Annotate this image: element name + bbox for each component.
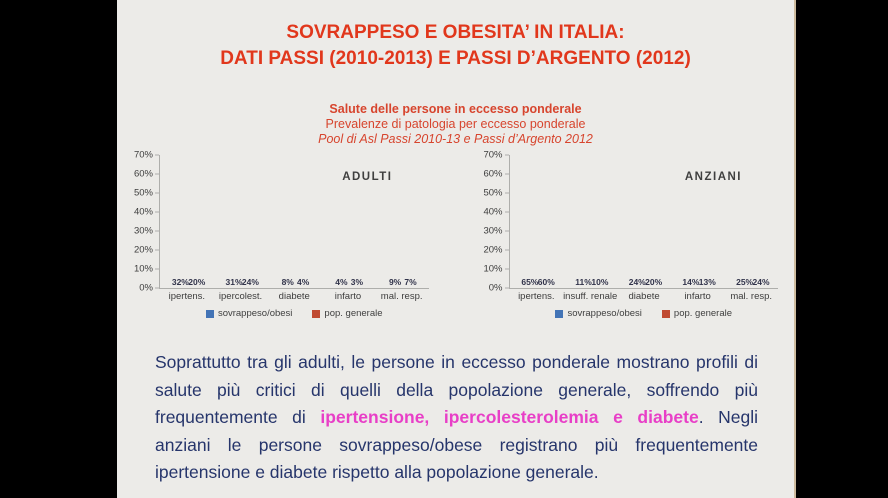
bar-value-label: 4% [297, 277, 310, 287]
x-axis-category-label: ipertens. [518, 291, 555, 302]
x-axis-category-label: infarto [334, 291, 362, 302]
bar-value-label: 3% [350, 277, 364, 287]
bar-value-label: 9% [388, 277, 402, 287]
y-axis-tick-label: 20% [483, 245, 508, 256]
legend-swatch-icon [555, 309, 564, 318]
x-axis-category-label: infarto [684, 291, 711, 302]
x-axis-category-label: diabete [278, 291, 310, 302]
chart-adulti-body: 70% 60% 50% 40% 30% 20% 10% 0% ADULTI 32% 20% 31%… [133, 150, 429, 294]
legend-label: sovrappeso/obesi [567, 308, 642, 319]
y-axis-tick-label: 40% [483, 207, 508, 218]
charts-row: 70% 60% 50% 40% 30% 20% 10% 0% ADULTI 32% 20% 31%… [133, 150, 779, 319]
bar-value-label: 20% [188, 277, 206, 287]
bar-value-label: 24% [241, 277, 259, 287]
legend-item: pop. generale [661, 308, 733, 319]
chart-anziani: 70% 60% 50% 40% 30% 20% 10% 0% ANZIANI 65% 60% 11… [483, 150, 779, 319]
legend-swatch-icon [205, 309, 214, 318]
legend-item: sovrappeso/obesi [555, 308, 642, 319]
bar-value-label: 60% [537, 277, 555, 287]
legend-label: sovrappeso/obesi [217, 308, 293, 319]
chart-anziani-x-axis: ipertens. insuff. renale diabete infarto mal… [510, 291, 779, 302]
y-axis-tick-label: 50% [134, 188, 159, 199]
x-axis-category-label: mal. resp. [380, 291, 423, 302]
x-axis-category-label: mal. resp. [730, 291, 773, 302]
y-axis-tick-label: 0% [139, 283, 159, 294]
bar-value-label: 32% [171, 277, 189, 287]
x-axis-category-label: ipertens. [168, 291, 206, 302]
y-axis-tick-label: 30% [483, 226, 508, 237]
x-axis-category-label: ipercolest. [218, 291, 263, 302]
y-axis-tick-label: 30% [134, 226, 159, 237]
y-axis-tick-label: 70% [483, 150, 508, 161]
legend-swatch-icon [661, 309, 670, 318]
bar-value-label: 20% [645, 277, 663, 287]
chart-subtitle-block: Salute delle persone in eccesso ponderal… [117, 102, 794, 147]
y-axis-tick-label: 20% [134, 245, 159, 256]
chart-adulti-x-axis: ipertens. ipercolest. diabete infarto mal. r… [160, 291, 429, 302]
presentation-slide: SOVRAPPESO E OBESITA’ IN ITALIA: DATI PA… [117, 0, 796, 498]
bar-value-label: 65% [521, 277, 539, 287]
bar-value-label: 31% [225, 277, 243, 287]
bar-value-label: 11% [575, 277, 592, 287]
summary-paragraph: Soprattutto tra gli adulti, le persone i… [155, 349, 758, 487]
slide-title-line1: SOVRAPPESO E OBESITA’ IN ITALIA: [286, 22, 625, 43]
chart-adulti-title: ADULTI [342, 171, 393, 183]
bar-value-label: 4% [335, 277, 348, 287]
bar-value-label: 13% [698, 277, 716, 287]
bar-value-label: 10% [591, 277, 609, 287]
y-axis-tick-label: 50% [483, 188, 508, 199]
legend-label: pop. generale [324, 308, 383, 319]
y-axis-tick-label: 40% [134, 207, 159, 218]
bar-value-label: 7% [404, 277, 417, 287]
bar-value-label: 24% [628, 277, 646, 287]
y-axis-tick-label: 60% [483, 169, 508, 180]
y-axis-tick-label: 10% [134, 264, 159, 275]
legend-label: pop. generale [673, 308, 733, 319]
bar-value-label: 24% [752, 277, 770, 287]
slide-title: SOVRAPPESO E OBESITA’ IN ITALIA: DATI PA… [117, 20, 794, 72]
chart-anziani-title: ANZIANI [684, 171, 742, 183]
chart-adulti: 70% 60% 50% 40% 30% 20% 10% 0% ADULTI 32% 20% 31%… [133, 150, 429, 319]
legend-swatch-icon [312, 309, 321, 318]
chart-adulti-plot-area: ADULTI 32% 20% 31% 24% 8% 4% 4% 3% 9% 7% [159, 155, 429, 289]
chart-anziani-legend: sovrappeso/obesi pop. generale [510, 308, 779, 319]
bar-value-label: 14% [682, 277, 700, 287]
chart-anziani-plot-area: ANZIANI 65% 60% 11% 10% 24% 20% 14% 13% 25% 24% [508, 155, 778, 289]
slide-title-line2: DATI PASSI (2010-2013) E PASSI D’ARGENTO… [220, 48, 691, 69]
x-axis-category-label: diabete [628, 291, 660, 302]
y-axis-tick-label: 10% [483, 264, 508, 275]
chart-adulti-y-axis: 70% 60% 50% 40% 30% 20% 10% 0% [133, 150, 159, 294]
bar-value-label: 8% [281, 277, 294, 287]
y-axis-tick-label: 70% [134, 150, 159, 161]
summary-text-part1: Soprattutto tra gli adulti, le persone i… [155, 352, 758, 427]
y-axis-tick-label: 60% [134, 169, 159, 180]
chart-anziani-body: 70% 60% 50% 40% 30% 20% 10% 0% ANZIANI 65% 60% 11… [483, 150, 778, 294]
subtitle-line3: Pool di Asl Passi 2010-13 e Passi d’Arge… [318, 132, 593, 146]
chart-anziani-y-axis: 70% 60% 50% 40% 30% 20% 10% 0% [483, 150, 509, 294]
chart-adulti-legend: sovrappeso/obesi pop. generale [160, 308, 429, 319]
subtitle-line2: Prevalenze di patologia per eccesso pond… [325, 117, 586, 131]
bar-value-label: 25% [736, 277, 754, 287]
legend-item: sovrappeso/obesi [205, 308, 293, 319]
summary-text-part2: . Negli anziani le persone sovrappeso/ob… [155, 407, 759, 482]
legend-item: pop. generale [312, 308, 383, 319]
y-axis-tick-label: 0% [489, 283, 509, 294]
x-axis-category-label: insuff. renale [563, 291, 618, 302]
subtitle-line1: Salute delle persone in eccesso ponderal… [329, 102, 582, 116]
summary-text-highlight: ipertensione, ipercolesterolemia e diabe… [320, 407, 699, 427]
